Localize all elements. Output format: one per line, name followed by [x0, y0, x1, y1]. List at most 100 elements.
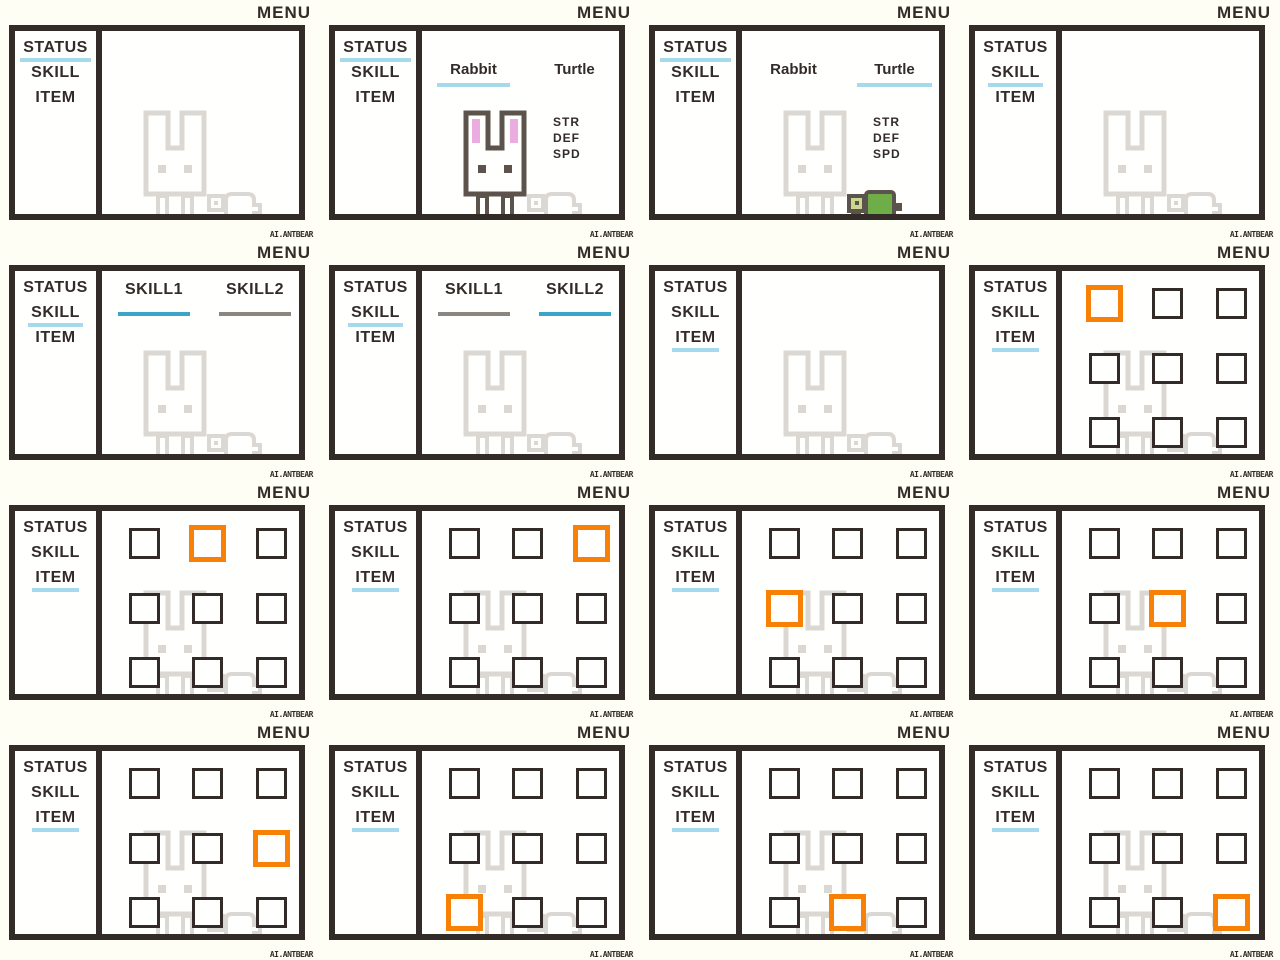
item-slot-4[interactable]	[832, 833, 863, 864]
sidebar-item-skill[interactable]: SKILL	[335, 64, 416, 89]
item-slot-0[interactable]	[129, 528, 160, 559]
sidebar-item-skill[interactable]: SKILL	[335, 784, 416, 809]
item-slot-1-selected[interactable]	[189, 525, 226, 562]
sidebar-item-skill[interactable]: SKILL	[335, 544, 416, 569]
tab-turtle[interactable]: Turtle	[857, 61, 932, 87]
sidebar-item-item[interactable]: ITEM	[975, 809, 1056, 834]
sidebar-item-status[interactable]: STATUS	[335, 279, 416, 304]
item-slot-8[interactable]	[576, 657, 607, 688]
item-slot-2[interactable]	[896, 528, 927, 559]
item-slot-7[interactable]	[192, 897, 223, 928]
item-slot-8[interactable]	[896, 897, 927, 928]
item-slot-5-selected[interactable]	[253, 830, 290, 867]
item-slot-1[interactable]	[832, 768, 863, 799]
sidebar-item-item[interactable]: ITEM	[15, 809, 96, 834]
sidebar-item-status[interactable]: STATUS	[335, 759, 416, 784]
sidebar-item-skill[interactable]: SKILL	[15, 304, 96, 329]
item-slot-3[interactable]	[1089, 593, 1120, 624]
item-slot-3[interactable]	[1089, 353, 1120, 384]
sidebar-item-status[interactable]: STATUS	[15, 759, 96, 784]
item-slot-5[interactable]	[1216, 353, 1247, 384]
tab-skill1[interactable]: SKILL1	[118, 281, 190, 316]
item-slot-1[interactable]	[512, 528, 543, 559]
item-slot-5[interactable]	[1216, 833, 1247, 864]
sidebar-item-status[interactable]: STATUS	[975, 39, 1056, 64]
item-slot-0[interactable]	[1089, 768, 1120, 799]
item-slot-4[interactable]	[512, 833, 543, 864]
tab-skill2[interactable]: SKILL2	[219, 281, 291, 316]
item-slot-2[interactable]	[576, 768, 607, 799]
sidebar-item-skill[interactable]: SKILL	[655, 64, 736, 89]
item-slot-6[interactable]	[129, 897, 160, 928]
item-slot-8[interactable]	[256, 897, 287, 928]
item-slot-4[interactable]	[192, 593, 223, 624]
item-slot-4-selected[interactable]	[1149, 590, 1186, 627]
item-slot-8[interactable]	[896, 657, 927, 688]
sidebar-item-item[interactable]: ITEM	[975, 89, 1056, 114]
item-slot-6[interactable]	[129, 657, 160, 688]
item-slot-7[interactable]	[832, 657, 863, 688]
item-slot-3[interactable]	[129, 593, 160, 624]
sidebar-item-status[interactable]: STATUS	[15, 519, 96, 544]
item-slot-2[interactable]	[896, 768, 927, 799]
item-slot-4[interactable]	[1152, 353, 1183, 384]
sidebar-item-item[interactable]: ITEM	[335, 329, 416, 354]
item-slot-6[interactable]	[1089, 657, 1120, 688]
sidebar-item-status[interactable]: STATUS	[335, 519, 416, 544]
sidebar-item-item[interactable]: ITEM	[655, 89, 736, 114]
item-slot-3[interactable]	[449, 593, 480, 624]
tab-skill1[interactable]: SKILL1	[438, 281, 510, 316]
sidebar-item-status[interactable]: STATUS	[655, 759, 736, 784]
sidebar-item-skill[interactable]: SKILL	[15, 784, 96, 809]
tab-rabbit[interactable]: Rabbit	[437, 61, 510, 87]
item-slot-1[interactable]	[1152, 768, 1183, 799]
sidebar-item-item[interactable]: ITEM	[655, 809, 736, 834]
sidebar-item-skill[interactable]: SKILL	[655, 544, 736, 569]
item-slot-0[interactable]	[769, 768, 800, 799]
item-slot-0[interactable]	[449, 528, 480, 559]
tab-turtle[interactable]: Turtle	[554, 61, 595, 78]
sidebar-item-skill[interactable]: SKILL	[335, 304, 416, 329]
item-slot-3-selected[interactable]	[766, 590, 803, 627]
sidebar-item-status[interactable]: STATUS	[655, 519, 736, 544]
item-slot-6-selected[interactable]	[446, 894, 483, 931]
item-slot-3[interactable]	[129, 833, 160, 864]
sidebar-item-skill[interactable]: SKILL	[975, 64, 1056, 89]
item-slot-1[interactable]	[192, 768, 223, 799]
item-slot-1[interactable]	[1152, 528, 1183, 559]
item-slot-2-selected[interactable]	[573, 525, 610, 562]
item-slot-4[interactable]	[1152, 833, 1183, 864]
item-slot-8-selected[interactable]	[1213, 894, 1250, 931]
item-slot-0[interactable]	[449, 768, 480, 799]
sidebar-item-skill[interactable]: SKILL	[655, 304, 736, 329]
sidebar-item-item[interactable]: ITEM	[15, 569, 96, 594]
item-slot-2[interactable]	[1216, 768, 1247, 799]
item-slot-6[interactable]	[769, 897, 800, 928]
sidebar-item-skill[interactable]: SKILL	[975, 544, 1056, 569]
tab-rabbit[interactable]: Rabbit	[770, 61, 817, 78]
sidebar-item-status[interactable]: STATUS	[335, 39, 416, 64]
sidebar-item-item[interactable]: ITEM	[15, 329, 96, 354]
item-slot-7[interactable]	[512, 897, 543, 928]
item-slot-7[interactable]	[192, 657, 223, 688]
item-slot-0[interactable]	[129, 768, 160, 799]
sidebar-item-item[interactable]: ITEM	[655, 329, 736, 354]
item-slot-5[interactable]	[256, 593, 287, 624]
item-slot-5[interactable]	[576, 593, 607, 624]
item-slot-4[interactable]	[192, 833, 223, 864]
item-slot-6[interactable]	[1089, 417, 1120, 448]
item-slot-2[interactable]	[1216, 528, 1247, 559]
sidebar-item-item[interactable]: ITEM	[975, 329, 1056, 354]
item-slot-0-selected[interactable]	[1086, 285, 1123, 322]
item-slot-3[interactable]	[769, 833, 800, 864]
item-slot-7-selected[interactable]	[829, 894, 866, 931]
item-slot-8[interactable]	[1216, 417, 1247, 448]
sidebar-item-skill[interactable]: SKILL	[975, 304, 1056, 329]
sidebar-item-status[interactable]: STATUS	[15, 279, 96, 304]
item-slot-4[interactable]	[832, 593, 863, 624]
sidebar-item-skill[interactable]: SKILL	[15, 544, 96, 569]
sidebar-item-item[interactable]: ITEM	[335, 569, 416, 594]
item-slot-7[interactable]	[1152, 897, 1183, 928]
sidebar-item-item[interactable]: ITEM	[335, 89, 416, 114]
item-slot-5[interactable]	[896, 593, 927, 624]
